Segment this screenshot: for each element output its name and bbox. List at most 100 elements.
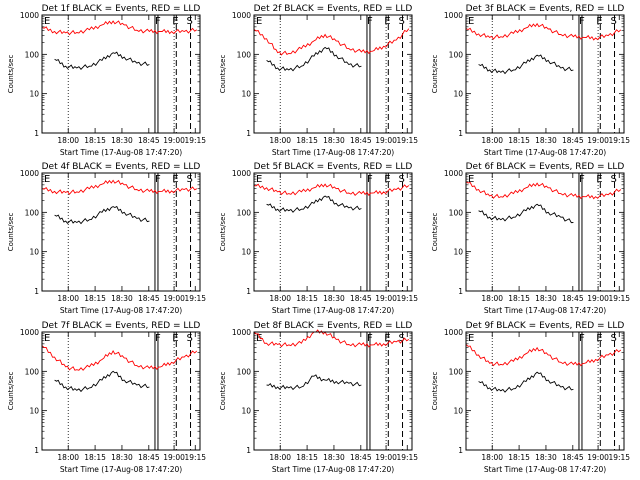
plot-frame xyxy=(465,14,625,134)
y-axis-label: Counts/sec xyxy=(431,213,439,252)
y-tick-label: 10 xyxy=(241,248,251,257)
marker-label: S xyxy=(187,174,193,185)
y-tick-label: 1000 xyxy=(232,169,251,178)
x-axis-label: Start Time (17-Aug-08 17:47:20) xyxy=(272,306,394,315)
y-axis-label: Counts/sec xyxy=(431,372,439,411)
marker-label: S xyxy=(399,16,405,27)
marker-label: F xyxy=(155,174,161,185)
chart-title: Det 2f BLACK = Events, RED = LLD xyxy=(254,4,413,14)
x-axis-label: Start Time (17-Aug-08 17:47:20) xyxy=(272,465,394,474)
events-series-line xyxy=(54,370,150,393)
lld-series-line xyxy=(41,179,198,196)
y-axis-label: Counts/sec xyxy=(431,55,439,94)
x-tick-label: 18:30 xyxy=(111,136,133,145)
y-axis-label: Counts/sec xyxy=(219,213,227,252)
marker-label: F xyxy=(579,333,585,344)
plot-frame xyxy=(465,331,625,451)
marker-label: F xyxy=(367,174,373,185)
x-axis-label: Start Time (17-Aug-08 17:47:20) xyxy=(60,306,182,315)
chart-panel-8: Det 8f BLACK = Events, RED = LLD Counts/s… xyxy=(219,321,418,474)
x-tick-label: 18:00 xyxy=(269,294,291,303)
y-tick-label: 1000 xyxy=(444,11,463,20)
x-tick-label: 18:45 xyxy=(562,136,584,145)
y-axis-label: Counts/sec xyxy=(7,213,15,252)
marker-label: E xyxy=(468,333,474,344)
y-tick-label: 100 xyxy=(449,50,464,59)
y-tick-label: 1 xyxy=(34,129,39,138)
marker-label: E xyxy=(256,174,262,185)
y-axis-label: Counts/sec xyxy=(7,55,15,94)
chart-title: Det 6f BLACK = Events, RED = LLD xyxy=(466,162,625,172)
x-axis-label: Start Time (17-Aug-08 17:47:20) xyxy=(60,465,182,474)
events-series-line xyxy=(478,371,574,393)
x-tick-label: 19:00 xyxy=(375,294,397,303)
x-axis-label: Start Time (17-Aug-08 17:47:20) xyxy=(484,465,606,474)
marker-label: F xyxy=(367,333,373,344)
y-tick-label: 1000 xyxy=(232,11,251,20)
y-tick-label: 10 xyxy=(241,90,251,99)
lld-series-line xyxy=(253,329,410,348)
marker-label: E xyxy=(596,174,602,185)
x-tick-label: 18:45 xyxy=(350,294,372,303)
x-tick-label: 18:45 xyxy=(350,453,372,462)
x-tick-label: 19:15 xyxy=(184,294,206,303)
y-axis-label: Counts/sec xyxy=(219,55,227,94)
chart-title: Det 1f BLACK = Events, RED = LLD xyxy=(42,4,201,14)
plot-frame xyxy=(465,172,625,292)
x-tick-label: 18:45 xyxy=(138,453,160,462)
x-tick-label: 19:15 xyxy=(184,136,206,145)
plot-frame xyxy=(41,331,201,451)
marker-label: E xyxy=(44,333,50,344)
chart-title: Det 3f BLACK = Events, RED = LLD xyxy=(466,4,625,14)
x-tick-label: 19:15 xyxy=(396,294,418,303)
x-tick-label: 18:45 xyxy=(138,294,160,303)
y-tick-label: 100 xyxy=(237,208,252,217)
y-tick-label: 100 xyxy=(449,208,464,217)
x-tick-label: 18:45 xyxy=(138,136,160,145)
x-tick-label: 18:00 xyxy=(57,294,79,303)
y-axis-label: Counts/sec xyxy=(7,372,15,411)
lld-series-line xyxy=(465,22,622,41)
events-series-line xyxy=(266,195,362,213)
y-tick-label: 1000 xyxy=(20,328,39,337)
y-tick-label: 1 xyxy=(246,446,251,455)
x-axis-label: Start Time (17-Aug-08 17:47:20) xyxy=(484,148,606,157)
events-series-line xyxy=(478,203,574,224)
plot-frame xyxy=(253,172,413,292)
y-tick-label: 1000 xyxy=(232,328,251,337)
x-tick-label: 19:00 xyxy=(587,136,609,145)
y-tick-label: 100 xyxy=(449,367,464,376)
chart-panel-2: Det 2f BLACK = Events, RED = LLD Counts/s… xyxy=(219,4,418,157)
chart-title: Det 9f BLACK = Events, RED = LLD xyxy=(466,321,625,331)
marker-label: S xyxy=(611,16,617,27)
x-tick-label: 18:00 xyxy=(481,136,503,145)
x-tick-label: 18:45 xyxy=(562,294,584,303)
marker-label: F xyxy=(155,16,161,27)
x-tick-label: 19:00 xyxy=(163,136,185,145)
marker-label: F xyxy=(367,16,373,27)
chart-panel-1: Det 1f BLACK = Events, RED = LLD Counts/s… xyxy=(7,4,206,157)
plot-frame xyxy=(253,331,413,451)
chart-title: Det 8f BLACK = Events, RED = LLD xyxy=(254,321,413,331)
marker-label: E xyxy=(468,16,474,27)
lld-series-line xyxy=(41,345,198,371)
x-tick-label: 18:00 xyxy=(57,453,79,462)
x-tick-label: 19:15 xyxy=(608,294,630,303)
x-tick-label: 18:00 xyxy=(269,136,291,145)
plot-frame xyxy=(41,14,201,134)
x-tick-label: 19:15 xyxy=(608,136,630,145)
x-tick-label: 18:45 xyxy=(562,453,584,462)
marker-label: E xyxy=(384,16,390,27)
y-tick-label: 1 xyxy=(458,129,463,138)
marker-label: F xyxy=(579,16,585,27)
chart-title: Det 4f BLACK = Events, RED = LLD xyxy=(42,162,201,172)
y-axis-label: Counts/sec xyxy=(219,372,227,411)
marker-label: E xyxy=(172,16,178,27)
lld-series-line xyxy=(253,183,410,196)
marker-label: S xyxy=(187,16,193,27)
plot-frame xyxy=(41,172,201,292)
x-tick-label: 19:00 xyxy=(163,294,185,303)
y-tick-label: 10 xyxy=(453,407,463,416)
marker-label: S xyxy=(399,333,405,344)
